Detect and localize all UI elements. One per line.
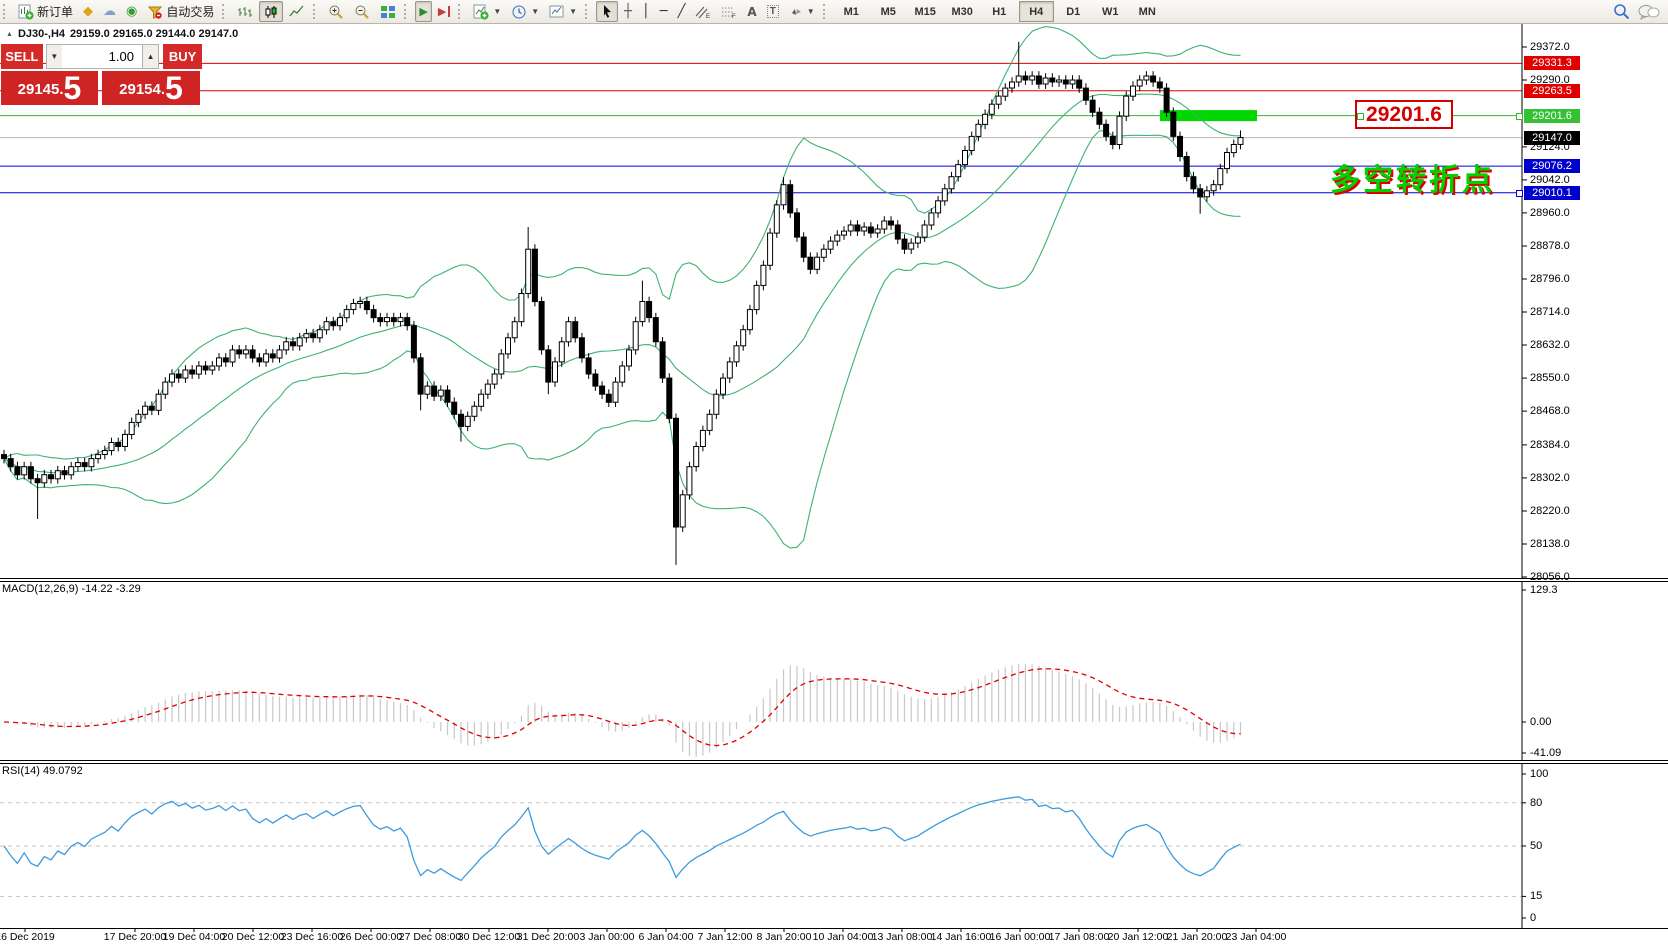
zoom-out-icon: [355, 5, 370, 19]
cloud-user-icon: ☁: [103, 4, 117, 19]
line-chart-mode-button[interactable]: [285, 1, 309, 22]
timeframe-group: M1 M5 M15 M30 H1 H4 D1 W1 MN: [833, 1, 1166, 22]
tf-button-M1[interactable]: M1: [843, 5, 859, 18]
auto-scroll-button[interactable]: ▶: [415, 1, 432, 22]
autotrade-funnel-icon: [148, 6, 163, 19]
crosshair-tool-button[interactable]: ┼: [620, 1, 636, 22]
horizontal-line-tool-button[interactable]: ─: [656, 1, 672, 22]
arrows-tool-button[interactable]: ▼: [785, 1, 819, 22]
text-tool-button[interactable]: A: [743, 1, 760, 22]
charts-profile-button[interactable]: ◆: [79, 1, 97, 22]
new-order-icon: [18, 4, 34, 19]
dropdown-caret-icon: ▼: [493, 7, 502, 16]
zoom-out-button[interactable]: [350, 1, 374, 22]
horizontal-line-icon: ─: [659, 4, 668, 19]
zoom-in-button[interactable]: [324, 1, 348, 22]
tf-button-M15[interactable]: M15: [914, 5, 936, 18]
toolbar-grip: [458, 4, 465, 19]
search-icon[interactable]: [1613, 3, 1630, 20]
tf-button-H4[interactable]: H4: [1018, 1, 1054, 22]
templates-button[interactable]: ▼: [545, 1, 581, 22]
dropdown-caret-icon: ▼: [531, 7, 540, 16]
chart-area: ▲ DJ30-,H4 29159.0 29165.0 29144.0 29147…: [0, 24, 1668, 945]
signals-button[interactable]: ◉: [122, 1, 141, 22]
profile-icon: ◆: [83, 4, 94, 19]
candlestick-icon: [265, 5, 277, 18]
bar-chart-icon: [238, 6, 253, 17]
toolbar-grip: [585, 4, 592, 19]
signals-icon: ◉: [126, 4, 138, 19]
tf-button-M30[interactable]: M30: [951, 5, 973, 18]
svg-text:E: E: [706, 14, 710, 19]
vertical-line-tool-button[interactable]: │: [638, 1, 654, 22]
toolbar-grip: [222, 4, 229, 19]
trendline-icon: ╱: [677, 4, 686, 19]
trendline-tool-button[interactable]: ╱: [674, 1, 690, 22]
tf-button-W1[interactable]: W1: [1101, 5, 1119, 18]
text-label-icon: T: [766, 5, 779, 18]
toolbar-grip: [822, 4, 830, 19]
auto-scroll-icon: ▶: [419, 5, 428, 18]
chart-shift-button[interactable]: ▶: [434, 1, 454, 22]
new-order-button[interactable]: 新订单: [14, 1, 77, 22]
indicators-button[interactable]: ▼: [469, 1, 505, 22]
line-chart-icon: [289, 5, 304, 16]
fibonacci-tool-button[interactable]: F: [717, 1, 741, 22]
indicators-icon: [473, 4, 489, 19]
svg-text:F: F: [732, 14, 736, 19]
toolbar: 新订单 ◆ ☁ ◉ 自动交易 ▶ ▶ ▼ ▼: [0, 0, 1668, 24]
bar-chart-mode-button[interactable]: [233, 1, 257, 22]
cursor-tool-button[interactable]: [596, 1, 619, 22]
arrows-icon: [791, 8, 801, 15]
tf-button-H1[interactable]: H1: [992, 5, 1007, 18]
candlestick-mode-button[interactable]: [259, 1, 284, 22]
zoom-in-icon: [329, 5, 344, 19]
market-watch-button[interactable]: ☁: [99, 1, 120, 22]
toolbar-grip: [3, 4, 10, 19]
text-icon: A: [747, 4, 757, 19]
dropdown-caret-icon: ▼: [569, 7, 578, 16]
tf-button-D1[interactable]: D1: [1066, 5, 1081, 18]
cursor-icon: [604, 5, 612, 18]
vertical-line-icon: │: [641, 4, 650, 19]
autotrade-label: 自动交易: [166, 5, 215, 19]
dropdown-caret-icon: ▼: [806, 7, 815, 16]
autotrade-button[interactable]: 自动交易: [143, 1, 218, 22]
tile-windows-icon: [381, 5, 396, 18]
tile-windows-button[interactable]: [376, 1, 400, 22]
tf-button-MN[interactable]: MN: [1138, 5, 1156, 18]
channel-tool-button[interactable]: E: [691, 1, 715, 22]
text-label-tool-button[interactable]: T: [763, 1, 783, 22]
new-order-label: 新订单: [37, 5, 74, 19]
chart-shift-icon: ▶: [438, 6, 451, 17]
toolbar-grip: [313, 4, 320, 19]
toolbar-grip: [404, 4, 411, 19]
templates-icon: [549, 5, 564, 17]
periods-button[interactable]: ▼: [507, 1, 543, 22]
clock-icon: [512, 5, 526, 18]
crosshair-icon: ┼: [624, 4, 632, 19]
tf-button-M5[interactable]: M5: [880, 5, 896, 18]
equidistant-channel-icon: E: [696, 6, 710, 19]
chat-icon[interactable]: [1638, 4, 1660, 20]
fibonacci-icon: F: [722, 7, 736, 19]
